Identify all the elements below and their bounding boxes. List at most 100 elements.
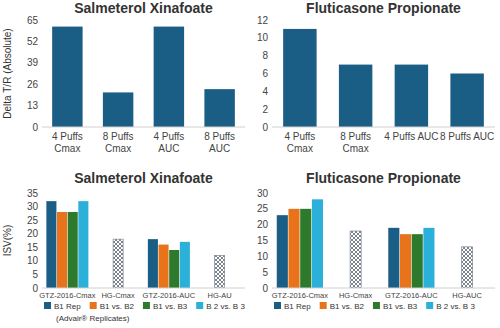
y-tick-label: 12 (257, 15, 269, 26)
y-tick-label: 30 (257, 188, 269, 199)
y-axis-label: ISV(%) (2, 225, 13, 257)
panel: Salmeterol XinafoateDelta T/R (Absolute)… (2, 0, 245, 154)
bar (46, 201, 56, 288)
x-tick-label: 4 PuffsAUC (153, 131, 184, 154)
y-tick-label: 10 (257, 251, 269, 262)
x-tick-label: 8 PuffsCmax (103, 131, 134, 154)
legend-label: B1 Rep (54, 302, 81, 311)
y-tick-label: 52 (27, 36, 39, 47)
label-line: AUC (209, 143, 230, 154)
y-tick-label: 8 (262, 50, 268, 61)
y-tick-label: 13 (27, 100, 39, 111)
x-tick-label: GTZ-2016-AUC (385, 291, 438, 300)
bar (400, 234, 411, 288)
panel: Salmeterol XinafoateISV(%)05101520253035… (2, 170, 245, 323)
x-tick-label: 8 PuffsAUC (204, 131, 235, 154)
label-line: AUC (158, 143, 179, 154)
legend-label: B1 vs. B2 (100, 302, 135, 311)
bar (312, 199, 323, 288)
bar (52, 27, 82, 127)
title: Fluticasone Propionate (306, 170, 461, 186)
bar (423, 228, 434, 288)
x-tick-label: HG-Cmax (101, 291, 135, 300)
y-tick-label: 35 (27, 188, 39, 199)
hatched-bar (113, 239, 123, 288)
legend-swatch (44, 302, 51, 309)
label-line: 4 Puffs (284, 131, 315, 142)
x-tick-label: 8 PuffsCmax (340, 131, 371, 154)
bar (103, 92, 133, 127)
x-axis-line (272, 288, 495, 289)
bar (395, 65, 428, 127)
y-tick-label: 25 (257, 203, 269, 214)
bar (300, 209, 311, 288)
label-line: 8 Puffs (103, 131, 134, 142)
bar (288, 209, 299, 288)
y-tick-label: 0 (262, 283, 268, 294)
label-line: 8 Puffs (204, 131, 235, 142)
y-tick-label: 10 (27, 255, 39, 266)
y-tick-label: 20 (27, 228, 39, 239)
legend-swatch (90, 302, 97, 309)
bar (78, 201, 88, 288)
marks (52, 27, 235, 127)
x-axis-line (42, 127, 245, 128)
label-line: Cmax (54, 143, 80, 154)
y-tick-label: 0 (32, 122, 38, 133)
legend-swatch (426, 302, 433, 309)
title: Fluticasone Propionate (306, 0, 461, 16)
label-line: 8 Puffs (340, 131, 371, 142)
hatched-bar (462, 247, 473, 288)
y-tick-label: 6 (262, 68, 268, 79)
legend-swatch (196, 302, 203, 309)
bar (148, 239, 158, 288)
y-tick-label: 15 (27, 242, 39, 253)
legend-swatch (143, 302, 150, 309)
label-line: 4 Puffs (52, 131, 83, 142)
hatched-bar (350, 231, 361, 288)
annotation: (Advair® Replicates) (56, 314, 130, 323)
legend-swatch (373, 302, 380, 309)
bar (68, 212, 78, 288)
y-tick-label: 26 (27, 79, 39, 90)
legend-label: B1 vs. B3 (153, 302, 188, 311)
y-tick-label: 15 (257, 235, 269, 246)
bar (180, 242, 190, 288)
legend-swatch (274, 302, 281, 309)
y-tick-label: 2 (262, 104, 268, 115)
legend: B1 RepB1 vs. B2B1 vs. B3B 2 vs. B 3 (274, 302, 475, 311)
x-tick-label: 4 PuffsCmax (52, 131, 83, 154)
y-tick-label: 10 (257, 32, 269, 43)
bar (450, 74, 483, 128)
bar (283, 29, 316, 127)
y-tick-label: 0 (262, 122, 268, 133)
legend-label: B 2 vs. B 3 (436, 302, 475, 311)
x-tick-label: 4 Puffs AUC (384, 131, 438, 142)
x-tick-label: HG-AU (208, 291, 232, 300)
bar (57, 212, 67, 288)
x-tick-label: GTZ-2016-AUC (143, 291, 196, 300)
y-axis-label: Delta T/R (Absolute) (2, 28, 13, 118)
chart-svg: Salmeterol Xinafoate Delta T/R (Absolute)… (0, 0, 500, 328)
marks (277, 199, 473, 288)
label-line: Cmax (343, 143, 369, 154)
marks (283, 29, 484, 127)
page: Salmeterol Xinafoate Delta T/R (Absolute)… (0, 0, 500, 328)
legend-label: B1 vs. B2 (330, 302, 365, 311)
bar (277, 215, 288, 288)
x-tick-label: HG-Cmax (339, 291, 373, 300)
title: Salmeterol Xinafoate (74, 170, 213, 186)
bar (154, 27, 184, 127)
bar (339, 65, 372, 127)
legend-label: B 2 vs. B 3 (206, 302, 245, 311)
panel: Fluticasone Propionate0246810124 PuffsCm… (257, 0, 495, 154)
x-tick-label: 4 PuffsCmax (284, 131, 315, 154)
y-tick-label: 0 (32, 283, 38, 294)
legend: B1 Rep B1 vs. B2 B1 vs. B3 B 2 vs. B 3 (44, 302, 245, 311)
chart-root: Salmeterol Xinafoate Delta T/R (Absolute)… (0, 0, 500, 328)
y-tick-label: 5 (262, 267, 268, 278)
y-tick-label: 4 (262, 86, 268, 97)
y-tick-label: 39 (27, 57, 39, 68)
x-axis-line (42, 288, 245, 289)
label-line: Cmax (287, 143, 313, 154)
